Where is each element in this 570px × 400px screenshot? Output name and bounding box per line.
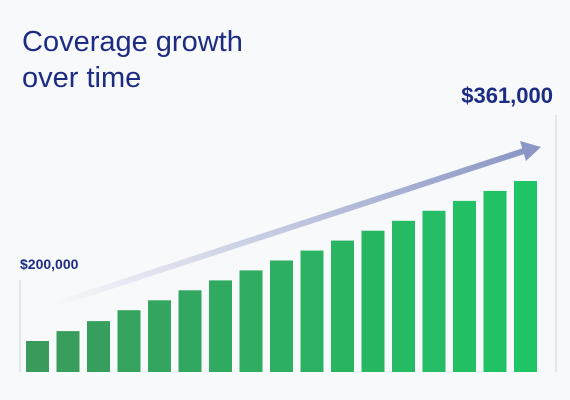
bar-1 — [26, 341, 49, 372]
bars-group — [26, 181, 537, 372]
bar-7 — [209, 280, 232, 372]
trend-arrowhead — [520, 141, 541, 161]
bar-13 — [392, 220, 415, 372]
bar-9 — [270, 260, 293, 372]
bar-16 — [483, 190, 507, 372]
bar-5 — [148, 300, 171, 372]
bar-12 — [361, 230, 385, 372]
bar-17 — [514, 181, 537, 372]
chart-title: Coverage growth over time — [22, 26, 243, 94]
trend-arrow — [49, 147, 528, 309]
bar-14 — [422, 210, 446, 372]
start-value-label: $200,000 — [20, 256, 79, 272]
bar-8 — [239, 270, 263, 372]
bar-10 — [300, 250, 324, 372]
bar-6 — [178, 290, 202, 372]
bar-4 — [117, 310, 141, 372]
bar-11 — [331, 240, 354, 372]
bar-2 — [56, 331, 80, 372]
bar-15 — [453, 200, 476, 372]
end-value-label: $361,000 — [461, 83, 553, 108]
bar-3 — [87, 321, 110, 372]
